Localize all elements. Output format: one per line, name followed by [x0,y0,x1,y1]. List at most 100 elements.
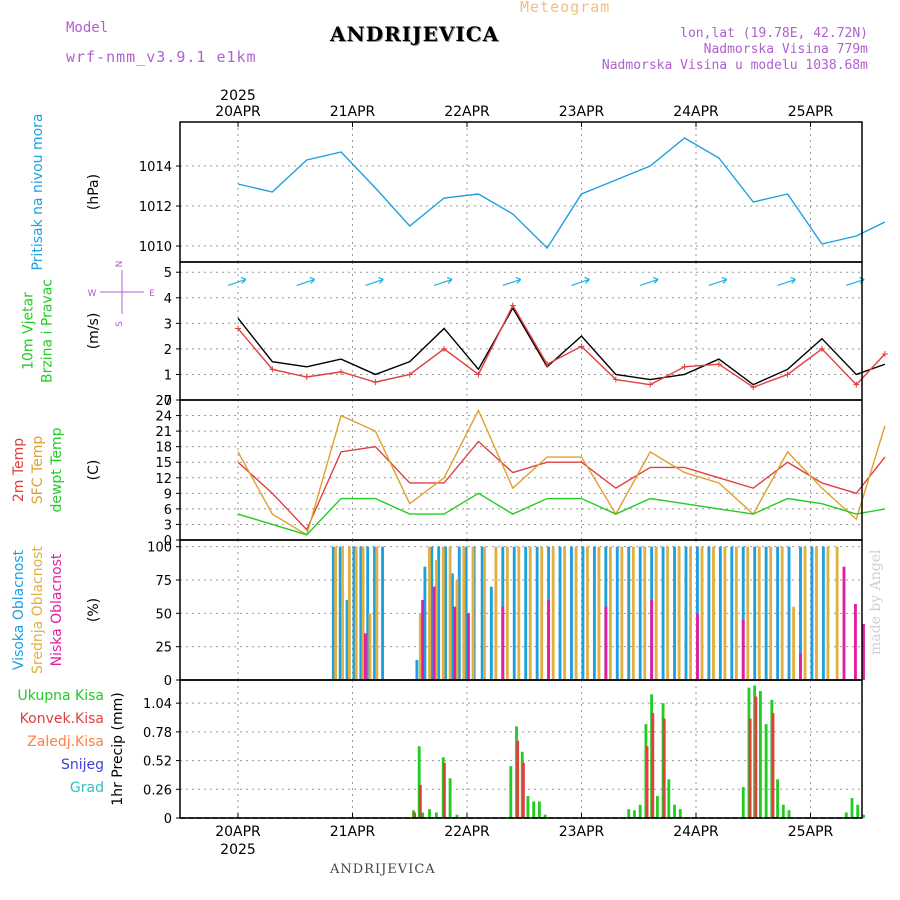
bar-mid_cloud [354,546,358,680]
y-tick-label: 0.52 [143,755,172,770]
bar-high_cloud [512,546,516,680]
y-tick-label: 1 [164,368,172,383]
precip-legend-label: Snijeg [61,757,104,773]
lonlat-info: lon,lat (19.78E, 42.72N) [680,26,868,41]
bar-mid_cloud [689,546,692,680]
bar-low_cloud [453,606,457,680]
y-tick-label: 25 [155,641,172,656]
bar-high_cloud [741,546,745,680]
bar-mid_cloud [334,546,338,680]
bar-total_precip [448,778,452,818]
gust-marker [441,345,448,352]
y-tick-label: 0 [164,674,172,689]
compass-n: N [115,261,125,268]
gust-marker [578,343,585,350]
bar-total_precip [781,804,785,818]
bar-high_cloud [437,546,441,680]
bar-conv_precip [645,746,649,818]
bar-low_cloud [799,653,802,680]
station-title: ANDRIJEVICA [330,22,500,46]
bar-mid_cloud [551,546,555,680]
series-line-wind_speed [237,306,886,386]
bar-mid_cloud [483,546,486,680]
wind-arrow [365,276,384,287]
bar-conv_precip [442,762,446,818]
bar-mid_cloud [428,546,431,680]
bar-high_cloud [592,546,596,680]
top-day-label: 20APR [215,104,261,120]
y-tick-label: 18 [155,441,172,456]
bar-total_precip [627,809,631,818]
bar-high_cloud [730,546,734,680]
y-tick-label: 2 [164,343,172,358]
bar-high_cloud [810,546,814,680]
bar-conv_precip [651,713,655,818]
panel-frame [179,679,863,819]
model-label: Model [66,20,109,36]
bar-mid_cloud [803,546,807,680]
panel-side-label: Niska Oblacnost [49,553,65,666]
compass-e: E [149,289,155,299]
bar-high_cloud [373,546,376,680]
bar-conv_precip [771,713,775,818]
bar-high_cloud [799,546,802,680]
panel-side-label: Srednja Oblacnost [30,546,46,674]
precip-legend-label: Konvek.Kisa [20,711,104,727]
bar-low_cloud [604,606,608,680]
footer-station: ANDRIJEVICA [330,862,436,877]
bar-high_cloud [570,546,573,680]
bar-mid_cloud [434,560,438,680]
y-tick-label: 5 [164,266,172,281]
bar-total_precip [417,746,421,818]
panel-side-label: Brzina i Pravac [40,279,56,383]
gust-marker [269,366,276,373]
bar-total_precip [543,814,547,818]
precip-legend-label: Grad [70,780,104,796]
bar-mid_cloud [563,546,567,680]
bar-mid_cloud [368,613,372,680]
bar-conv_precip [418,784,422,818]
y-tick-label: 21 [155,425,172,440]
panel-frame [179,261,863,401]
gust-marker [853,381,860,388]
bar-mid_cloud [517,546,521,680]
bar-mid_cloud [734,546,738,680]
y-tick-label: 3 [164,518,172,533]
bar-total_precip [844,812,848,818]
bar-high_cloud [558,546,562,680]
y-tick-label: 0 [164,534,172,549]
bar-high_cloud [638,546,642,680]
bar-low_cloud [467,613,470,680]
gust-marker [715,361,722,368]
bar-total_precip [862,814,865,818]
bar-mid_cloud [455,580,459,680]
bar-high_cloud [450,573,454,680]
gust-marker [372,379,379,386]
bar-mid_cloud [448,546,452,680]
bar-high_cloud [381,546,384,680]
wind-arrow [571,276,590,287]
bar-mid_cloud [815,546,818,680]
bar-mid_cloud [341,546,344,680]
bar-mid_cloud [361,546,365,680]
bar-mid_cloud [347,546,351,680]
bar-mid_cloud [757,546,761,680]
y-tick-label: 0.78 [143,726,172,741]
bar-mid_cloud [769,546,773,680]
gust-marker [338,368,345,375]
y-tick-label: 75 [155,574,172,589]
bar-conv_precip [662,718,666,818]
wind-arrow [502,276,522,287]
bottom-year-label: 2025 [220,842,256,858]
series-line-dewpt [237,492,886,536]
bar-mid_cloud [712,546,715,680]
gust-marker [681,363,688,370]
y-tick-label: 1014 [139,160,172,175]
bar-low_cloud [432,586,436,680]
wind-arrow [777,276,797,287]
gust-marker [612,376,619,383]
series-line-wind_gust [237,303,886,389]
bar-low_cloud [696,613,699,680]
bar-total_precip [856,804,860,818]
